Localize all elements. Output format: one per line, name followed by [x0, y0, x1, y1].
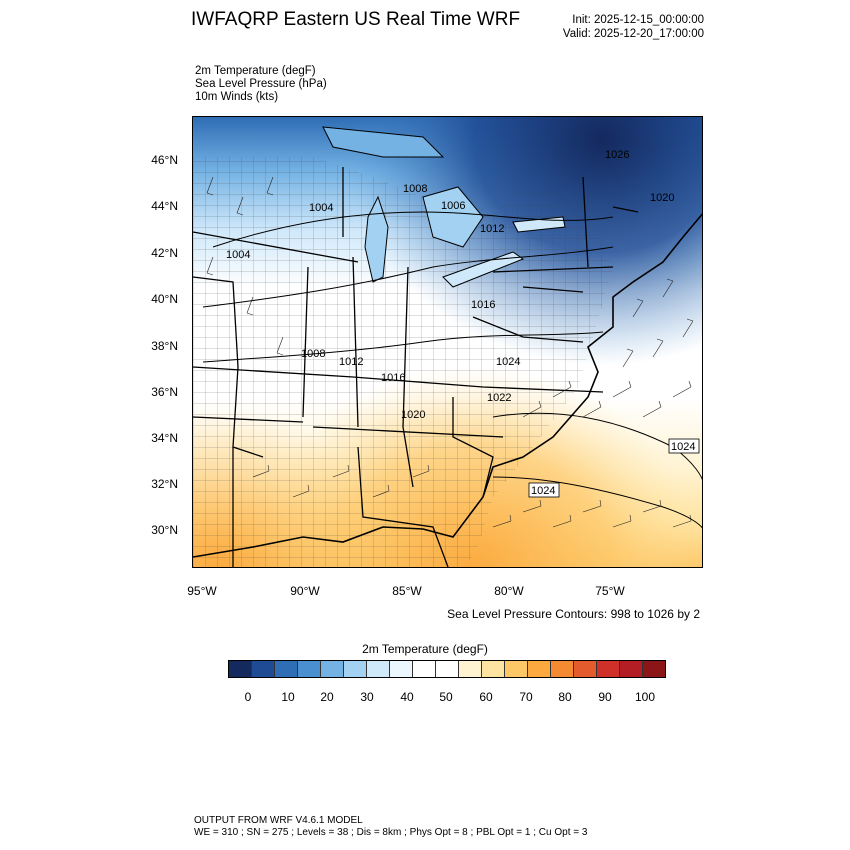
- pressure-label: 1016: [471, 299, 495, 311]
- map-title: IWFAQRP Eastern US Real Time WRF: [191, 9, 521, 30]
- pressure-label: 1020: [401, 409, 425, 421]
- variable-temperature: 2m Temperature (degF): [195, 65, 316, 77]
- footer-line-1: OUTPUT FROM WRF V4.6.1 MODEL: [194, 815, 363, 826]
- pressure-label: 1008: [301, 348, 325, 360]
- pressure-label: 1024: [496, 356, 520, 368]
- valid-time: Valid: 2025-12-20_17:00:00: [562, 28, 704, 40]
- colorbar-label: 20: [320, 690, 334, 704]
- lat-label: 38°N: [151, 339, 178, 353]
- colorbar-swatch: [597, 661, 620, 677]
- init-time: Init: 2025-12-15_00:00:00: [572, 14, 704, 26]
- model-footer: OUTPUT FROM WRF V4.6.1 MODEL WE = 310 ; …: [194, 815, 587, 839]
- variable-winds: 10m Winds (kts): [195, 91, 279, 103]
- colorbar-swatch: [620, 661, 643, 677]
- coastline: [193, 213, 702, 558]
- colorbar-label: 0: [244, 690, 252, 704]
- pressure-label: 1004: [309, 202, 333, 214]
- wind-barbs: [206, 176, 694, 528]
- pressure-label: 1024: [531, 485, 555, 497]
- colorbar-swatch: [229, 661, 252, 677]
- timestamp-block: Init: 2025-12-15_00:00:00 Valid: 2025-12…: [563, 13, 704, 41]
- colorbar-swatch: [413, 661, 436, 677]
- colorbar-swatch: [643, 661, 665, 677]
- colorbar-label: 100: [634, 690, 656, 704]
- lat-label: 34°N: [151, 431, 178, 445]
- colorbar-label: 60: [479, 690, 493, 704]
- isobars: [202, 211, 702, 529]
- colorbar-swatch: [482, 661, 505, 677]
- colorbar: [228, 660, 666, 678]
- lake-superior: [322, 126, 445, 158]
- colorbar-swatch: [321, 661, 344, 677]
- lon-label: 95°W: [187, 584, 217, 598]
- colorbar-swatch: [574, 661, 597, 677]
- pressure-label: 1016: [381, 372, 405, 384]
- pressure-label: 1012: [480, 223, 504, 235]
- lat-label: 36°N: [151, 385, 178, 399]
- lake-huron: [422, 186, 484, 248]
- pressure-label: 1024: [671, 441, 695, 453]
- colorbar-swatch: [505, 661, 528, 677]
- pressure-label: 1022: [487, 392, 511, 404]
- lat-label: 44°N: [151, 199, 178, 213]
- pressure-label: 1012: [339, 356, 363, 368]
- colorbar-title: 2m Temperature (degF): [362, 642, 488, 656]
- pressure-label: 1026: [605, 149, 629, 161]
- colorbar-swatch: [367, 661, 390, 677]
- lat-label: 40°N: [151, 292, 178, 306]
- weather-map: 1026 1020 1008 1006 1004 1012 1004 1016 …: [193, 117, 702, 567]
- colorbar-swatch: [344, 661, 367, 677]
- colorbar-swatch: [436, 661, 459, 677]
- colorbar-swatch: [390, 661, 413, 677]
- pressure-label: 1020: [650, 192, 674, 204]
- variable-pressure: Sea Level Pressure (hPa): [195, 78, 327, 90]
- lat-label: 30°N: [151, 523, 178, 537]
- colorbar-swatch: [275, 661, 298, 677]
- pressure-label: 1004: [226, 249, 250, 261]
- colorbar-swatch: [551, 661, 574, 677]
- lake-ontario: [512, 216, 566, 233]
- lat-label: 32°N: [151, 477, 178, 491]
- state-boundaries: [193, 167, 639, 567]
- pressure-label: 1008: [403, 183, 427, 195]
- colorbar-label: 50: [439, 690, 453, 704]
- colorbar-swatch: [298, 661, 321, 677]
- colorbar-label: 80: [558, 690, 572, 704]
- colorbar-label: 10: [281, 690, 295, 704]
- map-panel: 1026 1020 1008 1006 1004 1012 1004 1016 …: [192, 116, 703, 568]
- colorbar-label: 30: [360, 690, 374, 704]
- colorbar-swatch: [252, 661, 275, 677]
- colorbar-label: 70: [519, 690, 533, 704]
- colorbar-swatch: [528, 661, 551, 677]
- footer-line-2: WE = 310 ; SN = 275 ; Levels = 38 ; Dis …: [194, 827, 588, 838]
- colorbar-label: 90: [598, 690, 612, 704]
- lat-label: 42°N: [151, 246, 178, 260]
- lat-label: 46°N: [151, 153, 178, 167]
- pressure-label: 1006: [441, 200, 465, 212]
- lake-michigan: [364, 195, 389, 283]
- colorbar-label: 40: [400, 690, 414, 704]
- lon-label: 85°W: [392, 584, 422, 598]
- lon-label: 90°W: [290, 584, 320, 598]
- pressure-labels: 1026 1020 1008 1006 1004 1012 1004 1016 …: [226, 149, 700, 498]
- colorbar-swatch: [459, 661, 482, 677]
- lon-label: 75°W: [595, 584, 625, 598]
- lon-label: 80°W: [494, 584, 524, 598]
- contour-note: Sea Level Pressure Contours: 998 to 1026…: [447, 607, 700, 621]
